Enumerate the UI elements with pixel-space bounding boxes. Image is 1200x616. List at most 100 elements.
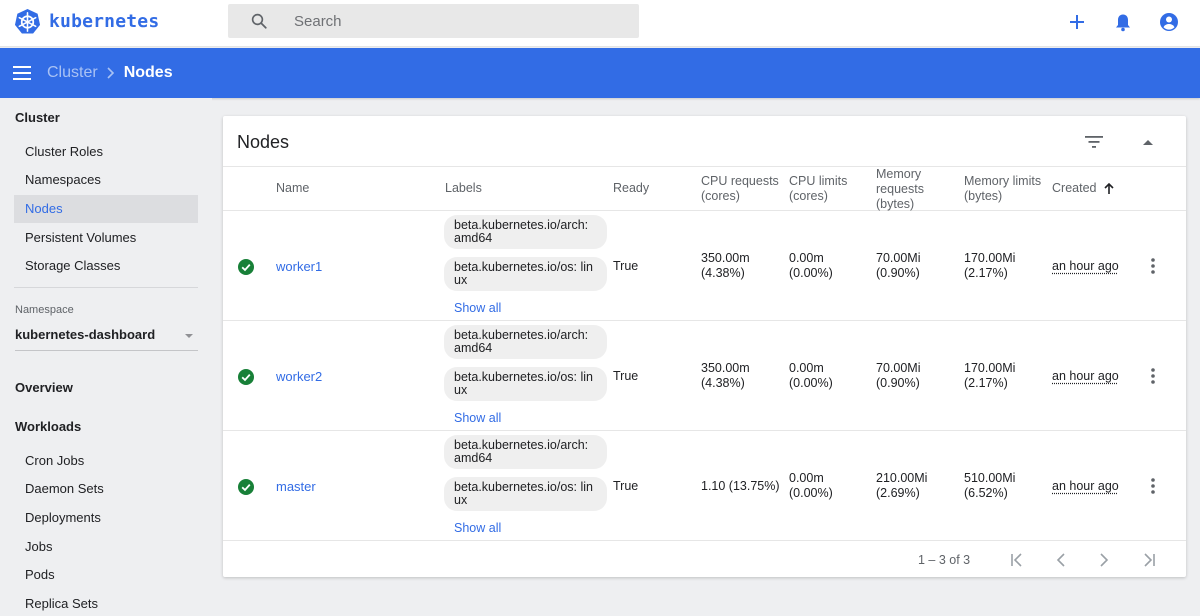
label-chip: beta.kubernetes.io/arch: amd64 [444, 215, 607, 249]
paginator: 1 – 3 of 3 [223, 543, 1186, 577]
row-actions-button[interactable] [1145, 476, 1161, 496]
sidebar-item-persistent-volumes[interactable]: Persistent Volumes [25, 230, 137, 245]
cpu-limits-value: 0.00m (0.00%) [789, 251, 833, 280]
last-page-button[interactable] [1137, 549, 1159, 571]
top-bar: kubernetes [0, 0, 1200, 47]
memory-limits-value: 170.00Mi (2.17%) [964, 361, 1016, 390]
column-header-memory-requests: Memory requests (bytes) [876, 167, 924, 211]
sort-arrow-up-icon [1104, 183, 1115, 194]
column-header-ready: Ready [613, 181, 650, 195]
created-value[interactable]: an hour ago [1052, 479, 1119, 493]
previous-page-button[interactable] [1050, 549, 1072, 571]
namespace-label: Namespace [15, 304, 74, 316]
column-header-memory-limits: Memory limits (bytes) [964, 174, 1042, 203]
label-chip: beta.kubernetes.io/arch: amd64 [444, 325, 607, 359]
sidebar-item-replica-sets[interactable]: Replica Sets [25, 596, 98, 611]
more-vert-icon [1151, 478, 1155, 494]
memory-limits-value: 170.00Mi (2.17%) [964, 251, 1016, 280]
cpu-requests-value: 1.10 (13.75%) [701, 479, 780, 493]
sidebar-item-cluster-roles[interactable]: Cluster Roles [25, 144, 104, 159]
show-all-labels-link[interactable]: Show all [454, 301, 502, 315]
column-header-cpu-requests: CPU requests (cores) [701, 174, 779, 203]
kubernetes-logo[interactable]: kubernetes [14, 8, 159, 35]
table-row: worker2 beta.kubernetes.io/arch: amd64 b… [223, 321, 1186, 431]
check-circle-icon [238, 259, 254, 275]
cpu-limits-value: 0.00m (0.00%) [789, 471, 833, 500]
sidebar-heading-cluster[interactable]: Cluster [15, 110, 60, 125]
sidebar-heading-workloads[interactable]: Workloads [15, 419, 82, 434]
created-value[interactable]: an hour ago [1052, 259, 1119, 273]
ready-value: True [613, 259, 639, 273]
top-actions [1066, 10, 1180, 34]
sidebar-item-cron-jobs[interactable]: Cron Jobs [25, 453, 85, 468]
nodes-card: Nodes Name Labels Ready CPU requests (co… [223, 116, 1186, 577]
breadcrumb-cluster[interactable]: Cluster [47, 64, 98, 81]
caret-up-icon [1143, 140, 1153, 145]
collapse-button[interactable] [1138, 132, 1158, 152]
first-page-button[interactable] [1007, 549, 1029, 571]
chevron-right-icon [1100, 553, 1109, 567]
row-actions-button[interactable] [1145, 256, 1161, 276]
sidebar-item-overview[interactable]: Overview [15, 380, 73, 395]
sidebar-item-pods[interactable]: Pods [25, 567, 55, 582]
ready-value: True [613, 479, 639, 493]
column-header-name[interactable]: Name [276, 181, 310, 195]
sidebar-divider [14, 287, 198, 288]
memory-limits-value: 510.00Mi (6.52%) [964, 471, 1016, 500]
chevron-left-icon [1056, 553, 1065, 567]
cpu-requests-value: 350.00m (4.38%) [701, 251, 750, 280]
label-chip: beta.kubernetes.io/os: linux [444, 367, 607, 401]
chevron-right-icon [107, 67, 114, 79]
bell-icon [1116, 14, 1130, 31]
column-header-created-label: Created [1052, 181, 1097, 195]
first-page-icon [1011, 553, 1022, 567]
account-button[interactable] [1158, 10, 1180, 34]
next-page-button[interactable] [1093, 549, 1115, 571]
hamburger-menu-icon[interactable] [13, 66, 31, 80]
check-circle-icon [238, 479, 254, 495]
namespace-select[interactable]: kubernetes-dashboard [15, 327, 198, 351]
table-row: worker1 beta.kubernetes.io/arch: amd64 b… [223, 211, 1186, 321]
sidebar-item-daemon-sets[interactable]: Daemon Sets [25, 481, 104, 496]
namespace-value: kubernetes-dashboard [15, 327, 156, 342]
node-name-link[interactable]: worker1 [276, 259, 323, 274]
search-input[interactable] [294, 4, 624, 38]
memory-requests-value: 70.00Mi (0.90%) [876, 361, 921, 390]
show-all-labels-link[interactable]: Show all [454, 411, 502, 425]
notifications-button[interactable] [1112, 10, 1134, 34]
search-bar[interactable] [228, 4, 639, 38]
node-name-link[interactable]: worker2 [276, 369, 323, 384]
sidebar-item-namespaces[interactable]: Namespaces [25, 172, 101, 187]
show-all-labels-link[interactable]: Show all [454, 521, 502, 535]
page-range-label: 1 – 3 of 3 [918, 553, 971, 567]
cpu-limits-value: 0.00m (0.00%) [789, 361, 833, 390]
column-header-created[interactable]: Created [1052, 181, 1115, 196]
column-header-cpu-limits: CPU limits (cores) [789, 174, 848, 203]
account-circle-icon [1160, 13, 1178, 31]
card-title: Nodes [237, 132, 290, 152]
create-button[interactable] [1066, 10, 1088, 34]
node-name-link[interactable]: master [276, 479, 316, 494]
sidebar-item-jobs[interactable]: Jobs [25, 539, 53, 554]
column-header-labels: Labels [445, 181, 482, 195]
sidebar-item-storage-classes[interactable]: Storage Classes [25, 258, 121, 273]
row-actions-button[interactable] [1145, 366, 1161, 386]
filter-button[interactable] [1083, 132, 1105, 152]
breadcrumb-current: Nodes [123, 64, 173, 81]
created-value[interactable]: an hour ago [1052, 369, 1119, 383]
sidebar-item-nodes[interactable]: Nodes [14, 195, 198, 223]
check-circle-icon [238, 369, 254, 385]
label-chip: beta.kubernetes.io/os: linux [444, 257, 607, 291]
sidebar: Cluster Cluster Roles Namespaces Nodes P… [0, 98, 212, 616]
dropdown-caret-icon [185, 334, 193, 338]
table-row: master beta.kubernetes.io/arch: amd64 be… [223, 431, 1186, 541]
ready-value: True [613, 369, 639, 383]
app-name: kubernetes [49, 11, 160, 32]
filter-list-icon [1085, 136, 1103, 148]
table-header: Name Labels Ready CPU requests (cores) C… [223, 166, 1186, 211]
memory-requests-value: 70.00Mi (0.90%) [876, 251, 921, 280]
sidebar-item-deployments[interactable]: Deployments [25, 510, 101, 525]
cpu-requests-value: 350.00m (4.38%) [701, 361, 750, 390]
last-page-icon [1144, 553, 1155, 567]
plus-icon [1070, 15, 1084, 29]
